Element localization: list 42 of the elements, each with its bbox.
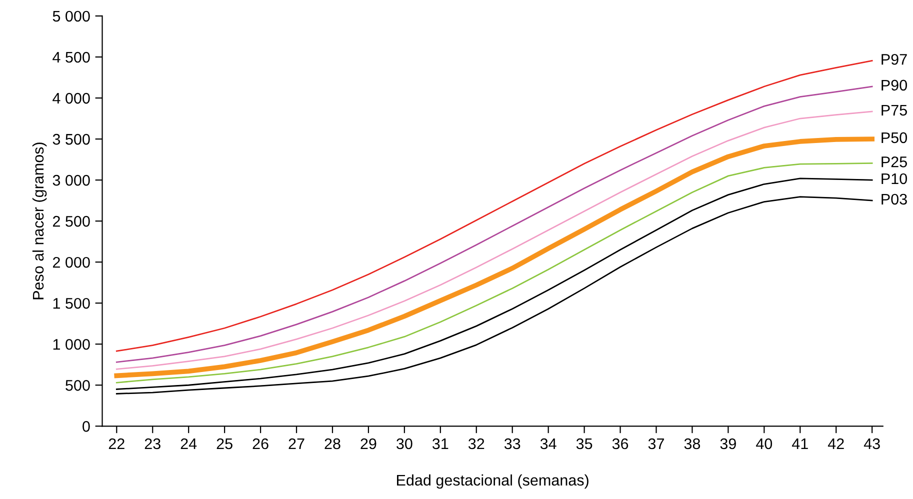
x-tick-label: 24 (180, 438, 197, 450)
x-tick-label: 34 (540, 438, 556, 450)
x-tick-label: 26 (252, 438, 268, 450)
x-tick-label: 22 (108, 438, 124, 450)
y-tick-label: 3 000 (52, 174, 90, 186)
y-tick-label: 0 (82, 421, 90, 432)
y-tick-label: 4 500 (52, 52, 90, 63)
x-tick-label: 35 (576, 438, 592, 450)
series-label: P75 (882, 104, 907, 116)
x-tick-label: 25 (216, 438, 232, 450)
x-tick-label: 32 (468, 438, 484, 450)
y-tick-label: 4 000 (52, 92, 90, 104)
x-tick-label: 41 (792, 438, 808, 450)
x-tick-label: 31 (432, 438, 448, 450)
x-tick-label: 40 (756, 438, 772, 450)
y-axis-title: Peso al nacer (gramos) (32, 142, 47, 300)
x-tick-label: 38 (684, 438, 700, 450)
x-tick-label: 23 (144, 438, 160, 450)
x-tick-label: 27 (288, 438, 304, 450)
series-label: P90 (882, 80, 907, 91)
x-tick-label: 43 (864, 438, 880, 450)
y-tick-label: 2 000 (52, 256, 90, 268)
x-tick-label: 42 (828, 438, 844, 450)
x-axis-title: Edad gestacional (semanas) (397, 474, 588, 489)
series-label: P10 (882, 173, 907, 184)
x-tick-label: 39 (720, 438, 736, 450)
series-label: P97 (882, 54, 907, 65)
x-tick-label: 37 (648, 438, 664, 450)
series-label: P03 (882, 194, 907, 205)
y-tick-label: 1 000 (53, 338, 90, 350)
y-tick-label: 5 000 (52, 10, 90, 22)
series-label: P50 (882, 132, 907, 144)
x-tick-label: 30 (396, 438, 412, 450)
x-tick-label: 36 (612, 438, 628, 450)
x-tick-label: 33 (504, 438, 520, 450)
y-tick-label: 1 500 (53, 298, 90, 309)
x-tick-label: 29 (360, 438, 376, 450)
x-tick-label: 28 (324, 438, 340, 450)
y-tick-label: 2 500 (52, 216, 90, 227)
y-tick-label: 500 (66, 380, 90, 391)
series-label: P25 (882, 156, 907, 168)
y-tick-label: 3 500 (52, 134, 90, 145)
